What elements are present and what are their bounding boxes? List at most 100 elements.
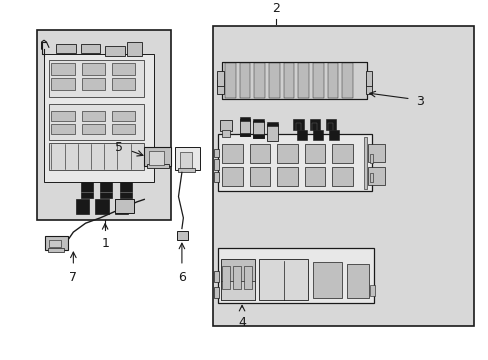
Text: 1: 1 bbox=[101, 237, 109, 251]
Bar bbox=[112, 78, 135, 90]
Bar bbox=[51, 111, 75, 121]
Bar bbox=[342, 63, 352, 98]
Bar bbox=[239, 63, 250, 98]
Bar bbox=[48, 248, 63, 252]
Bar bbox=[224, 63, 235, 98]
Bar bbox=[266, 125, 277, 141]
Bar bbox=[249, 144, 270, 163]
Bar bbox=[325, 119, 335, 130]
Bar bbox=[177, 168, 194, 172]
Bar bbox=[331, 167, 352, 186]
Bar bbox=[346, 264, 368, 298]
Bar bbox=[277, 144, 297, 163]
Bar bbox=[369, 154, 372, 163]
Bar bbox=[95, 199, 108, 214]
Bar bbox=[254, 63, 264, 98]
Text: 3: 3 bbox=[415, 95, 423, 108]
Bar bbox=[149, 151, 163, 165]
Bar bbox=[45, 237, 68, 250]
Bar bbox=[51, 78, 75, 90]
Bar bbox=[328, 130, 339, 140]
Bar bbox=[233, 266, 241, 289]
Bar bbox=[266, 122, 277, 126]
Bar bbox=[213, 172, 218, 183]
Bar bbox=[253, 119, 264, 122]
Bar bbox=[312, 262, 342, 298]
Bar bbox=[367, 144, 384, 162]
Bar bbox=[81, 182, 93, 198]
Bar bbox=[367, 167, 384, 185]
Bar bbox=[76, 199, 89, 214]
Bar bbox=[146, 164, 168, 168]
Bar bbox=[222, 130, 229, 137]
Bar bbox=[312, 130, 323, 140]
Bar bbox=[298, 63, 308, 98]
Bar bbox=[100, 182, 112, 198]
Bar bbox=[331, 144, 352, 163]
Bar bbox=[49, 60, 144, 97]
Bar bbox=[268, 63, 279, 98]
Text: 2: 2 bbox=[272, 3, 280, 15]
Bar bbox=[112, 63, 135, 75]
Bar bbox=[369, 285, 374, 296]
Bar bbox=[120, 182, 132, 198]
Bar bbox=[112, 125, 135, 134]
Bar bbox=[49, 240, 61, 247]
Bar bbox=[144, 147, 171, 166]
Bar bbox=[244, 266, 251, 289]
Bar bbox=[81, 78, 105, 90]
Bar bbox=[259, 260, 307, 300]
Bar bbox=[217, 248, 373, 303]
Bar bbox=[49, 104, 144, 140]
Bar bbox=[365, 80, 371, 94]
Bar bbox=[44, 54, 154, 183]
Bar bbox=[213, 271, 218, 282]
Text: 4: 4 bbox=[238, 316, 245, 329]
Bar bbox=[81, 111, 105, 121]
Bar bbox=[51, 63, 75, 75]
Bar bbox=[56, 44, 76, 53]
Bar bbox=[37, 30, 171, 220]
Bar bbox=[283, 63, 294, 98]
Bar bbox=[127, 42, 142, 56]
Bar bbox=[249, 167, 270, 186]
Bar bbox=[277, 167, 297, 186]
Bar bbox=[365, 72, 371, 86]
Bar bbox=[213, 149, 218, 157]
Bar bbox=[217, 134, 371, 191]
Bar bbox=[217, 72, 224, 86]
Bar bbox=[253, 134, 264, 138]
Bar bbox=[175, 147, 199, 170]
Bar bbox=[217, 80, 224, 94]
Bar bbox=[220, 120, 232, 131]
Bar bbox=[49, 143, 144, 170]
Text: 5: 5 bbox=[115, 141, 123, 154]
Bar bbox=[296, 130, 306, 140]
Bar bbox=[81, 63, 105, 75]
Bar bbox=[221, 281, 255, 300]
Bar bbox=[81, 44, 100, 53]
Bar bbox=[115, 199, 128, 214]
Bar bbox=[364, 137, 366, 189]
Bar bbox=[221, 260, 255, 300]
Bar bbox=[105, 46, 124, 56]
Bar bbox=[327, 63, 338, 98]
Bar bbox=[304, 167, 325, 186]
Bar bbox=[304, 144, 325, 163]
Bar bbox=[115, 199, 134, 212]
Text: 6: 6 bbox=[178, 271, 185, 284]
Bar bbox=[239, 117, 250, 121]
Bar bbox=[222, 266, 230, 289]
Bar bbox=[213, 287, 218, 298]
Bar bbox=[180, 152, 192, 168]
Bar bbox=[213, 159, 218, 170]
Bar bbox=[177, 231, 187, 240]
Bar bbox=[309, 119, 319, 130]
Bar bbox=[51, 125, 75, 134]
Bar bbox=[312, 63, 323, 98]
Bar bbox=[222, 62, 366, 99]
Text: 7: 7 bbox=[69, 271, 77, 284]
Bar bbox=[222, 62, 366, 99]
Bar bbox=[253, 121, 264, 138]
Bar bbox=[222, 144, 243, 163]
